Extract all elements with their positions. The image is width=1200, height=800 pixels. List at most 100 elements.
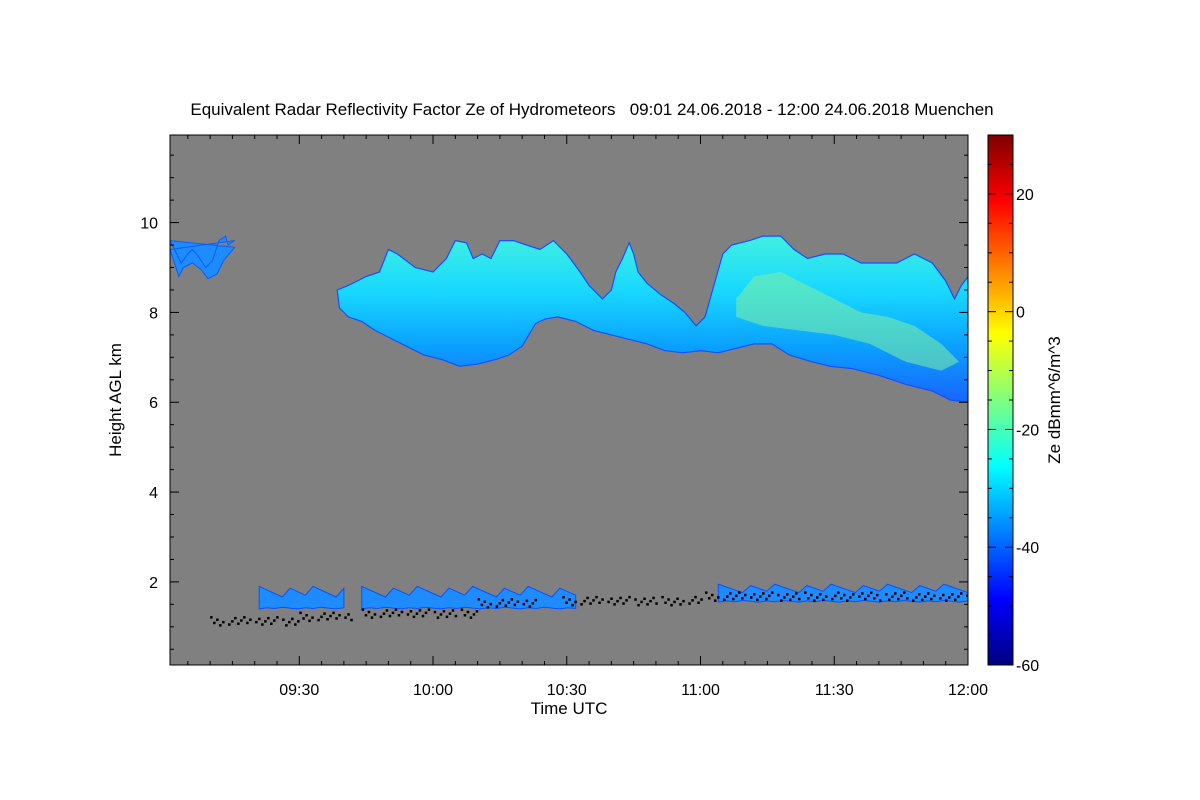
ceilometer-marker [565,601,568,604]
ceilometer-marker [291,617,294,621]
ceilometer-marker [477,598,481,601]
ceilometer-marker [948,596,951,599]
ceilometer-marker [610,597,613,600]
x-tick-label: 10:30 [547,682,587,699]
ceilometer-marker [516,600,520,603]
ceilometer-marker [338,614,341,617]
ceilometer-marker [780,599,783,602]
ceilometer-marker [924,595,927,598]
y-axis-label: Height AGL km [106,343,125,457]
ceilometer-marker [966,594,968,598]
ceilometer-marker [738,591,741,594]
ceilometer-marker [350,618,353,622]
ceilometer-marker [288,620,291,624]
ceilometer-marker [664,601,667,604]
ceilometer-marker [495,605,499,608]
ceilometer-marker [939,597,942,600]
x-tick-label: 11:00 [681,682,720,699]
ceilometer-marker [840,597,843,600]
ceilometer-marker [486,606,490,609]
ceilometer-marker [711,593,714,597]
ceilometer-marker [305,614,308,617]
ceilometer-marker [501,598,505,602]
ceilometer-marker [861,592,864,595]
ceilometer-marker [819,593,822,596]
ceilometer-marker [694,595,697,599]
ceilometer-marker [255,620,258,624]
ceilometer-marker [759,595,762,598]
ceilometer-marker [448,612,452,615]
ceilometer-marker [643,597,646,600]
ceilometer-marker [723,598,726,602]
ceilometer-marker [652,596,655,600]
ceilometer-marker [460,608,464,611]
ceilometer-marker [834,594,837,598]
ceilometer-marker [613,603,616,606]
ceilometer-marker [240,619,243,622]
ceilometer-marker [475,610,479,613]
ceilometer-marker [816,596,819,599]
ceilometer-marker [258,617,261,621]
ceilometer-marker [234,616,237,620]
ceilometer-marker [798,597,801,601]
ceilometer-marker [637,603,640,607]
ceilometer-marker [810,593,813,597]
ceilometer-marker [655,602,658,605]
ceilometer-marker [382,612,386,615]
ceilometer-marker [837,591,840,594]
ceilometer-marker [768,594,771,598]
ceilometer-marker [534,598,538,602]
ceilometer-marker [762,592,765,595]
colorbar-tick-label: -20 [1016,422,1039,439]
ceilometer-marker [628,595,631,599]
ceilometer-marker [598,601,601,604]
ceilometer-marker [222,620,225,624]
ceilometer-marker [616,599,619,603]
ceilometer-marker [777,593,780,597]
colorbar-tick-label: 0 [1016,305,1025,322]
ceilometer-marker [792,595,795,598]
ceilometer-marker [870,591,873,594]
ceilometer-marker [427,608,431,611]
ceilometer-marker [510,598,514,601]
y-tick-label: 6 [149,395,158,412]
ceilometer-marker [960,592,963,595]
ceilometer-marker [729,592,732,595]
axes-layer: 09:30 10:00 10:30 11:00 11:30 12:00 2 4 6 8 10 [140,135,988,699]
ceilometer-marker [454,614,458,618]
ceilometer-marker [897,597,900,601]
ceilometer-marker [421,614,425,618]
ceilometer-marker [682,599,685,603]
ceilometer-marker [813,599,816,602]
ceilometer-marker [915,596,918,599]
ceilometer-marker [213,621,216,625]
y-tick-label: 4 [149,485,158,502]
ceilometer-marker [326,618,329,621]
ceilometer-marker [945,599,948,602]
ceilometer-marker [323,612,326,615]
ceilometer-marker [451,609,455,612]
ceilometer-marker [756,598,759,602]
ceilometer-marker [831,597,834,601]
ceilometer-marker [439,613,443,616]
ceilometer-marker [622,602,625,605]
ceilometer-marker [210,616,213,619]
reflectivity-data-layer [170,235,968,627]
ceilometer-marker [397,614,401,617]
ceilometer-marker [607,600,610,604]
ceilometer-marker [302,617,305,620]
ceilometer-marker [445,615,449,619]
ceilometer-marker [646,603,649,606]
ceilometer-marker [942,593,945,597]
upper-cloud-region [170,235,236,280]
ceilometer-marker [795,592,798,595]
plot-background [170,135,968,665]
ceilometer-marker [249,618,252,621]
ceilometer-marker [825,595,828,598]
ceilometer-marker [522,602,526,606]
ceilometer-marker [409,610,413,613]
ceilometer-marker [466,610,470,614]
ceilometer-marker [744,593,747,597]
ceilometer-marker [299,611,302,615]
ceilometer-marker [930,597,933,601]
